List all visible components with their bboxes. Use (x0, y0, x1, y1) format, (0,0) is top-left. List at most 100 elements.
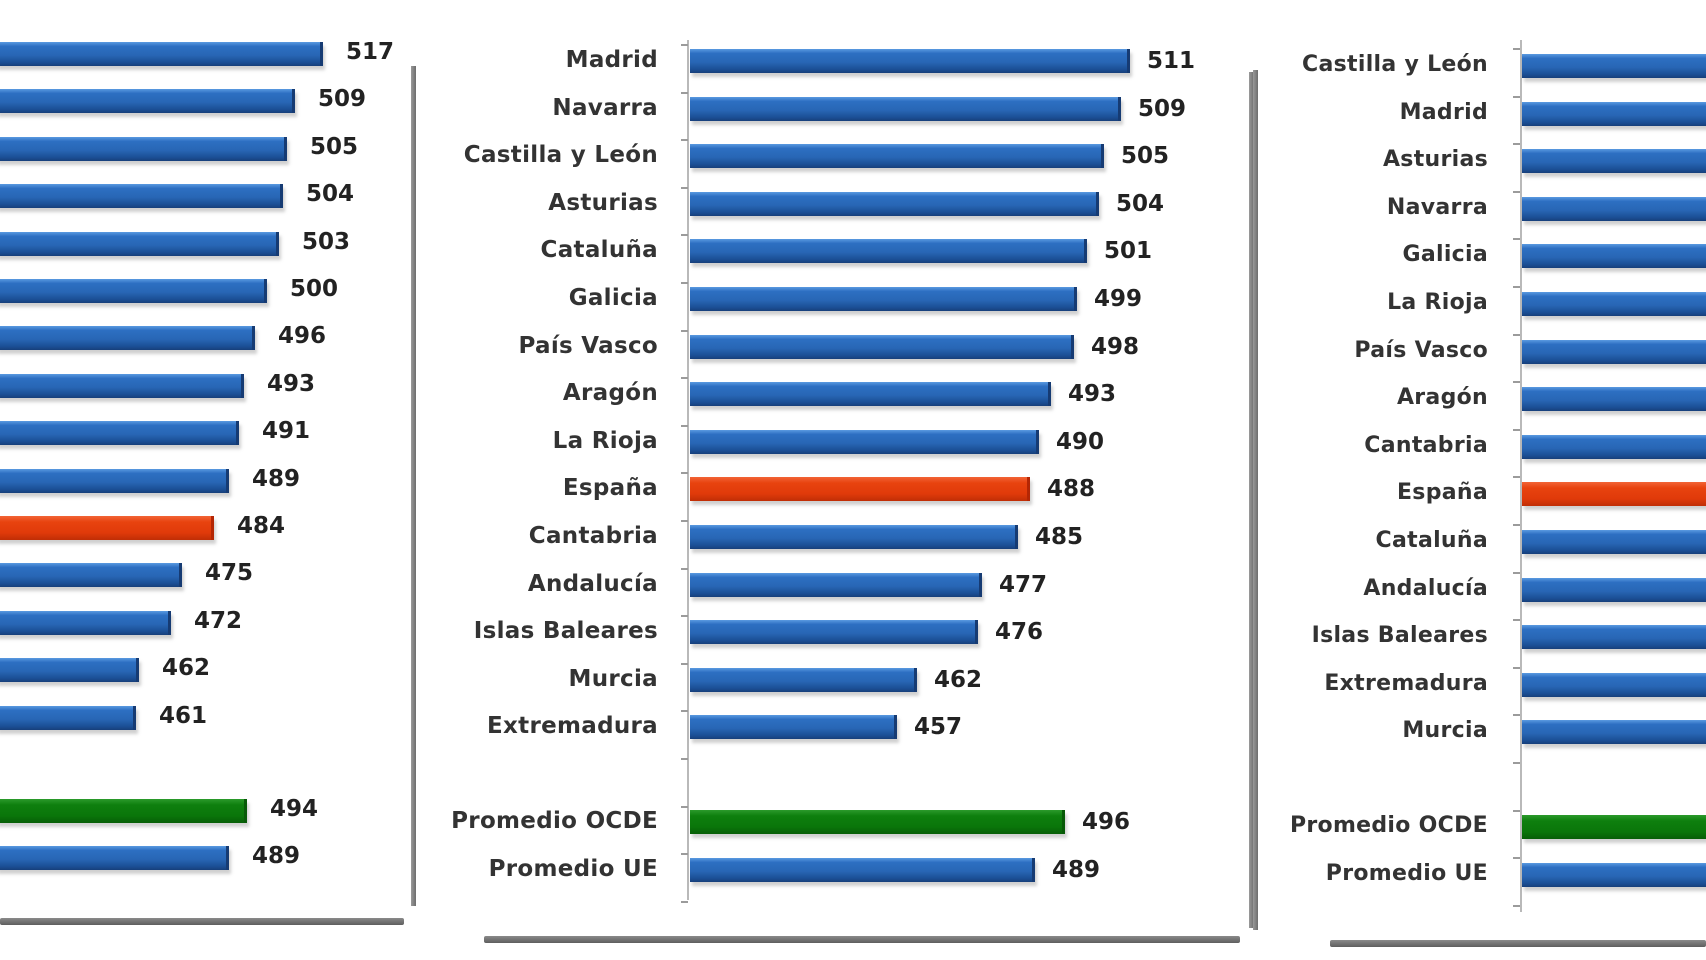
middle-panel-frame-bottom (484, 936, 1240, 943)
category-label: Castilla y León (463, 142, 658, 169)
bar-blue (690, 287, 1077, 311)
category-label: España (1396, 480, 1488, 506)
bar-value: 477 (999, 571, 1048, 598)
bar-value: 498 (1091, 333, 1140, 360)
axis-tick (681, 662, 688, 665)
bar-value: 485 (1035, 524, 1084, 550)
axis-tick (681, 186, 688, 189)
bar-blue (690, 620, 978, 645)
category-label: Cataluña (540, 237, 658, 264)
bar-blue (1522, 339, 1706, 364)
category-label: Cantabria (1364, 432, 1488, 458)
bar-blue (0, 610, 171, 635)
axis-tick (1513, 286, 1520, 288)
right-panel-frame-bottom (1330, 940, 1706, 947)
axis-tick (681, 900, 688, 903)
bar-blue (0, 184, 283, 209)
category-label: Promedio UE (488, 855, 658, 882)
bar-green (690, 810, 1065, 834)
bar-value: 472 (194, 607, 243, 634)
bar-blue (690, 525, 1018, 549)
category-label: Asturias (548, 189, 658, 216)
axis-tick (1513, 809, 1520, 812)
bar-value: 496 (1082, 809, 1131, 835)
bar-blue (1522, 720, 1706, 745)
axis-tick (681, 472, 688, 475)
bar-value: 461 (159, 702, 208, 729)
bar-blue (1522, 434, 1706, 459)
axis-tick (681, 520, 688, 522)
axis-tick (681, 805, 688, 808)
category-label: País Vasco (518, 332, 658, 359)
category-label: Aragón (562, 380, 658, 407)
axis-tick (681, 329, 688, 332)
bar-value: 504 (1116, 190, 1165, 217)
bar-value: 490 (1056, 428, 1105, 455)
bar-value: 462 (162, 655, 211, 682)
left-chart-panel: 517 509 505 504 503 500 496 493 491 489 484 475 472 4… (0, 0, 420, 960)
category-label: Andalucía (1363, 575, 1488, 601)
bar-blue (1522, 101, 1706, 126)
bar-red (690, 477, 1030, 502)
bar-value: 476 (995, 619, 1044, 646)
axis-tick (1513, 857, 1520, 860)
left-panel-frame-bottom (0, 918, 404, 925)
axis-tick (1513, 666, 1520, 669)
bar-blue (690, 96, 1121, 121)
bar-blue (690, 144, 1104, 169)
bar-blue (0, 563, 182, 588)
axis-tick (1513, 571, 1520, 574)
axis-tick (681, 377, 688, 380)
bar-blue (1522, 530, 1706, 554)
bar-blue (690, 191, 1099, 216)
bar-blue (1522, 862, 1706, 887)
category-label: Islas Baleares (1311, 623, 1488, 649)
category-label: Cantabria (528, 523, 658, 549)
bar-blue (690, 857, 1035, 882)
bar-value: 494 (270, 796, 319, 822)
axis-tick (1513, 476, 1520, 479)
category-label: Madrid (1399, 99, 1488, 125)
bar-blue (1522, 292, 1706, 316)
bar-blue (690, 572, 982, 597)
axis-tick (681, 139, 688, 142)
bar-value: 501 (1104, 238, 1153, 265)
axis-tick (1513, 143, 1520, 146)
bar-value: 493 (267, 370, 316, 397)
bar-value: 505 (310, 133, 359, 160)
axis-tick (681, 615, 688, 618)
axis-tick (681, 44, 688, 46)
bar-blue (1522, 577, 1706, 602)
bar-blue (0, 658, 139, 683)
bar-value: 509 (318, 86, 367, 113)
bar-blue (0, 89, 295, 114)
category-label: Galicia (568, 285, 658, 311)
category-label: Asturias (1382, 147, 1488, 173)
bar-blue (0, 42, 323, 66)
category-label: Madrid (565, 47, 658, 73)
bar-blue (690, 49, 1130, 73)
axis-tick (681, 758, 688, 760)
bar-blue (0, 231, 279, 256)
axis-tick (1513, 48, 1520, 50)
bar-value: 462 (934, 666, 983, 693)
bar-green (1522, 815, 1706, 839)
axis-tick (681, 710, 688, 713)
axis-tick (681, 282, 688, 284)
bar-blue (1522, 625, 1706, 650)
bar-value: 504 (306, 181, 355, 208)
bar-blue (0, 326, 255, 351)
bar-green (0, 799, 247, 823)
axis-tick (681, 234, 688, 237)
bar-blue (0, 279, 267, 303)
axis-tick (1513, 428, 1520, 431)
category-label: Extremadura (1324, 670, 1488, 696)
axis-tick (681, 567, 688, 570)
bar-blue (0, 468, 229, 493)
bar-value: 457 (914, 714, 963, 741)
bar-red (0, 516, 214, 540)
bar-value: 496 (278, 323, 327, 350)
bar-value: 499 (1094, 286, 1143, 312)
axis-tick (1513, 524, 1520, 526)
axis-tick (1513, 190, 1520, 193)
